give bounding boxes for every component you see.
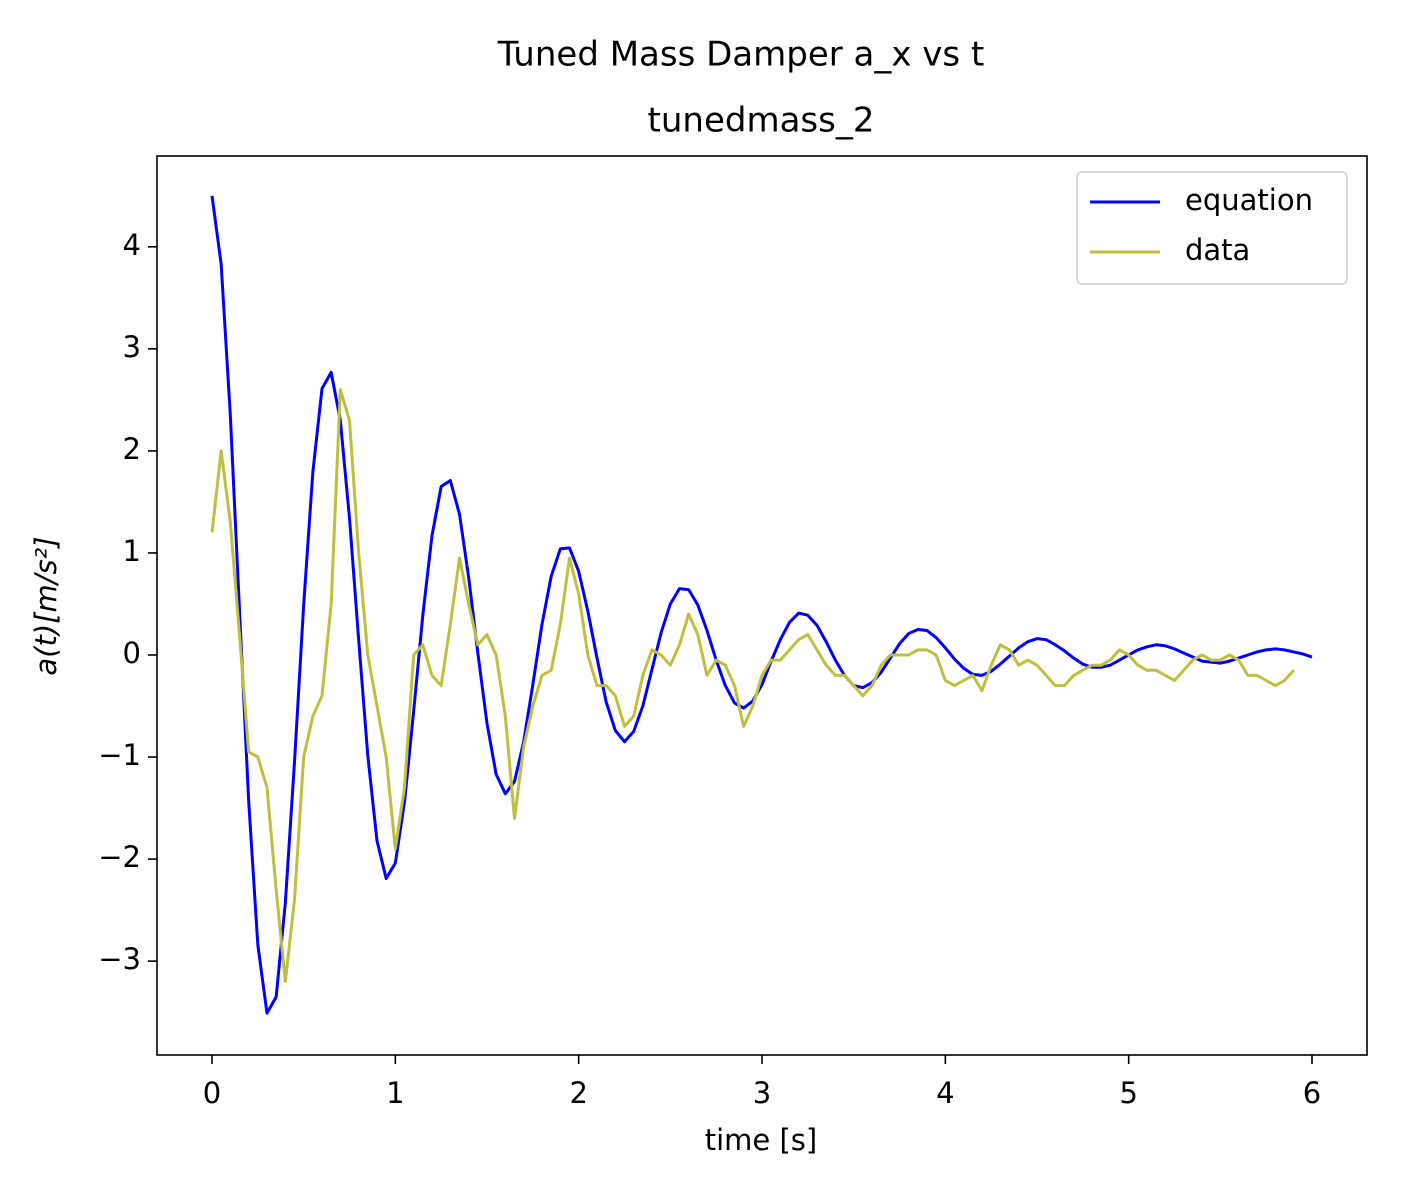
x-tick-label: 3 — [753, 1076, 771, 1110]
x-axis-label: time [s] — [705, 1123, 817, 1157]
line-series — [210, 388, 1295, 984]
y-tick-label: 2 — [123, 432, 141, 466]
x-tick-label: 6 — [1303, 1076, 1321, 1110]
y-tick-label: −3 — [98, 942, 141, 976]
y-tick-label: −2 — [98, 840, 141, 874]
x-tick-label: 2 — [569, 1076, 587, 1110]
chart-title: Tuned Mass Damper a_x vs t — [497, 35, 985, 75]
legend-label: equation — [1185, 183, 1313, 217]
y-tick-label: 1 — [123, 534, 141, 568]
x-tick-label: 4 — [936, 1076, 954, 1110]
y-tick-label: 4 — [123, 228, 141, 262]
plot-frame — [156, 155, 1368, 1056]
y-tick-label: −1 — [98, 738, 141, 772]
legend-box — [1076, 171, 1348, 285]
chart-subtitle: tunedmass_2 — [648, 101, 875, 141]
x-tick-label: 0 — [203, 1076, 221, 1110]
x-tick-label: 1 — [386, 1076, 404, 1110]
y-axis-label: a(t)[m/s²] — [29, 536, 63, 675]
x-tick-label: 5 — [1119, 1076, 1137, 1110]
y-tick-label: 3 — [123, 330, 141, 364]
y-tick-label: 0 — [123, 636, 141, 670]
legend-label: data — [1185, 233, 1250, 267]
